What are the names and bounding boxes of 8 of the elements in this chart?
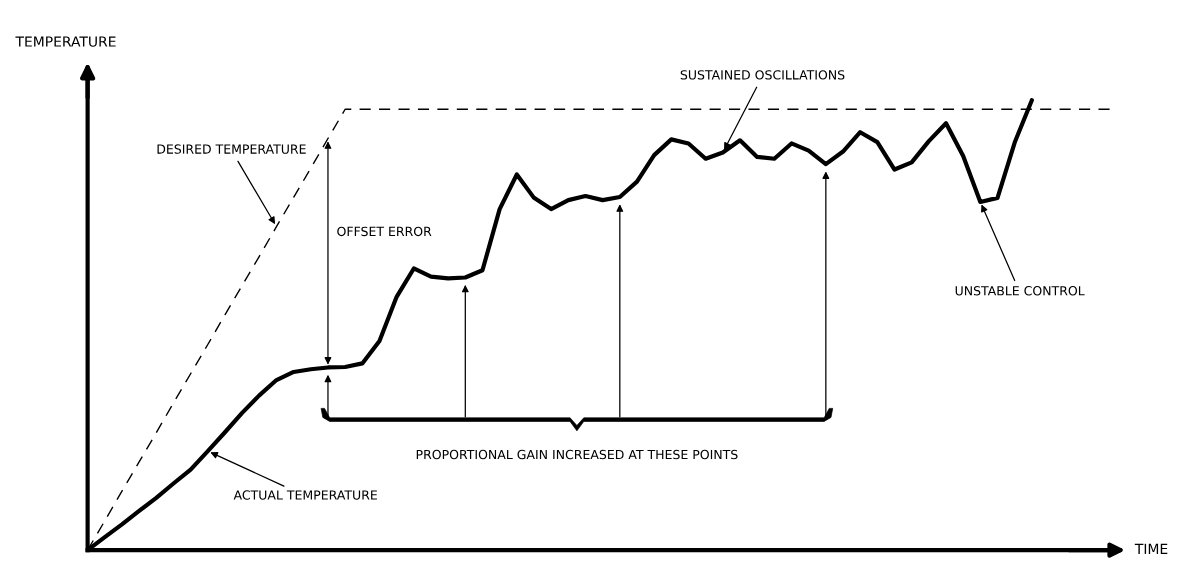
annotation: OFFSET ERROR (337, 226, 432, 237)
y-axis-title: TEMPERATURE (15, 36, 116, 47)
x-axis-title: TIME (1134, 543, 1168, 554)
annotation: DESIRED TEMPERATURE (157, 144, 306, 154)
annotation: ACTUAL TEMPERATURE (233, 490, 377, 500)
annotation: PROPORTIONAL GAIN INCREASED AT THESE POINTS (416, 449, 738, 460)
text: SUSTAINED OSCILLATIONS (680, 70, 845, 80)
annotation: UNSTABLE CONTROL (955, 286, 1085, 296)
